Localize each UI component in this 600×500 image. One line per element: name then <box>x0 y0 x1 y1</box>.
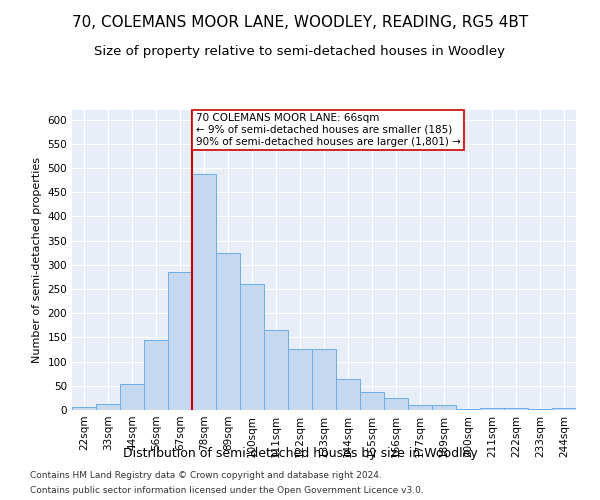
Bar <box>312 349 336 410</box>
Bar <box>384 398 408 410</box>
Text: 70, COLEMANS MOOR LANE, WOODLEY, READING, RG5 4BT: 70, COLEMANS MOOR LANE, WOODLEY, READING… <box>72 15 528 30</box>
Text: Distribution of semi-detached houses by size in Woodley: Distribution of semi-detached houses by … <box>122 448 478 460</box>
Bar <box>216 252 240 410</box>
Text: Contains HM Land Registry data © Crown copyright and database right 2024.: Contains HM Land Registry data © Crown c… <box>30 471 382 480</box>
Y-axis label: Number of semi-detached properties: Number of semi-detached properties <box>32 157 42 363</box>
Bar <box>144 340 168 410</box>
Bar <box>408 405 432 410</box>
Bar <box>336 379 360 410</box>
Bar <box>264 330 288 410</box>
Bar <box>456 409 480 410</box>
Bar <box>480 408 504 410</box>
Bar <box>552 408 576 410</box>
Bar <box>432 405 456 410</box>
Bar <box>504 408 528 410</box>
Bar <box>360 392 384 410</box>
Text: Size of property relative to semi-detached houses in Woodley: Size of property relative to semi-detach… <box>95 45 505 58</box>
Bar <box>192 174 216 410</box>
Bar <box>120 384 144 410</box>
Text: Contains public sector information licensed under the Open Government Licence v3: Contains public sector information licen… <box>30 486 424 495</box>
Bar <box>240 284 264 410</box>
Bar <box>288 349 312 410</box>
Bar <box>96 404 120 410</box>
Bar <box>528 409 552 410</box>
Bar <box>72 407 96 410</box>
Text: 70 COLEMANS MOOR LANE: 66sqm
← 9% of semi-detached houses are smaller (185)
90% : 70 COLEMANS MOOR LANE: 66sqm ← 9% of sem… <box>196 114 460 146</box>
Bar <box>168 272 192 410</box>
